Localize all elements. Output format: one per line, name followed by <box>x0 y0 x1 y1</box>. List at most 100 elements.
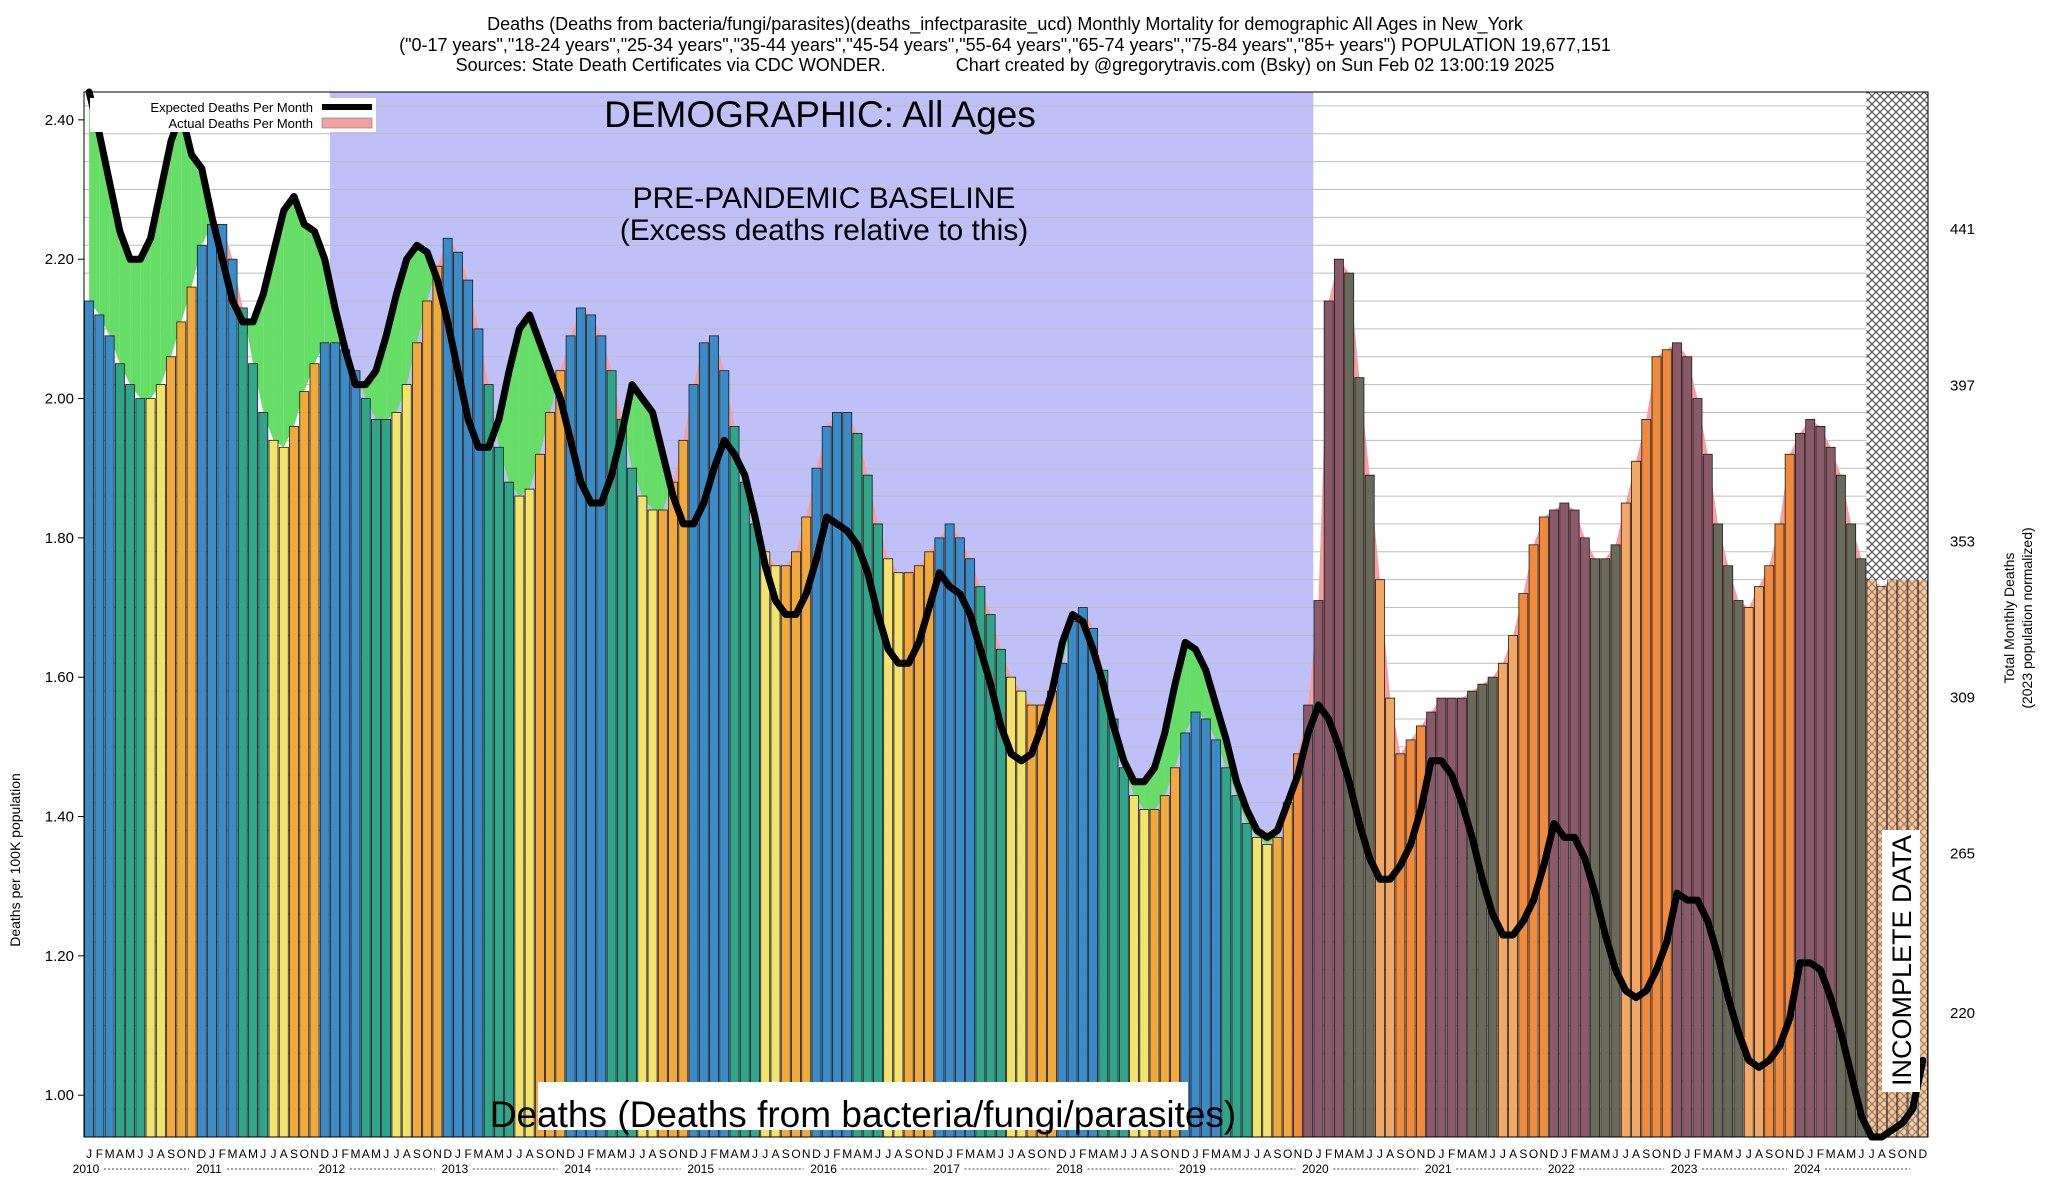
x-month-label: J <box>1807 1147 1813 1161</box>
bar-2014-2 <box>586 314 597 1138</box>
x-month-label: O <box>1160 1147 1169 1161</box>
x-month-label: J <box>1490 1147 1496 1161</box>
bar-2010-2 <box>94 314 105 1138</box>
x-month-label: J <box>1244 1147 1250 1161</box>
bar-2020-7 <box>1375 579 1385 1138</box>
x-month-label: D <box>1796 1147 1805 1161</box>
bar-2017-12 <box>1057 662 1068 1138</box>
x-month-label: F <box>96 1147 103 1161</box>
x-month-label: S <box>1519 1147 1527 1161</box>
bar-2019-6 <box>1241 823 1252 1138</box>
bar-2013-11 <box>555 370 566 1138</box>
bar-2015-8 <box>770 565 781 1138</box>
bar-2022-2 <box>1569 509 1580 1138</box>
x-month-label: N <box>679 1147 688 1161</box>
bar-2024-5 <box>1846 523 1857 1138</box>
x-month-label: S <box>1273 1147 1281 1161</box>
x-month-label: O <box>791 1147 800 1161</box>
x-month-label: M <box>1703 1147 1713 1161</box>
y-tick-label: 1.40 <box>45 809 74 826</box>
x-month-label: J <box>1623 1147 1629 1161</box>
x-month-label: J <box>824 1147 830 1161</box>
x-month-label: A <box>976 1147 984 1161</box>
x-month-label: J <box>762 1147 768 1161</box>
bar-2016-12 <box>934 537 945 1138</box>
bar-2017-3 <box>965 558 976 1138</box>
x-month-label: M <box>986 1147 996 1161</box>
x-month-label: M <box>863 1147 873 1161</box>
bar-2010-10 <box>176 321 187 1138</box>
x-month-label: M <box>125 1147 135 1161</box>
bar-2012-9 <box>412 342 422 1138</box>
bar-2021-11 <box>1538 516 1549 1138</box>
incomplete-hatch-area <box>1866 92 1928 580</box>
bar-2011-9 <box>289 425 299 1138</box>
x-year-label: 2012 <box>319 1162 346 1176</box>
x-month-label: F <box>464 1147 471 1161</box>
x-month-label: M <box>105 1147 115 1161</box>
bar-2021-4 <box>1467 690 1478 1138</box>
x-month-label: D <box>1181 1147 1190 1161</box>
x-month-label: J <box>506 1147 512 1161</box>
deficit-area <box>263 252 274 441</box>
bar-2016-11 <box>924 551 935 1138</box>
bar-2018-4 <box>1098 669 1109 1138</box>
x-month-label: F <box>219 1147 226 1161</box>
bar-2015-3 <box>719 370 730 1138</box>
x-month-label: A <box>1140 1147 1148 1161</box>
bar-2012-3 <box>350 370 361 1138</box>
chart-title-line-2: ("0-17 years","18-24 years","25-34 years… <box>399 35 1611 55</box>
bar-2013-4 <box>483 384 494 1138</box>
x-month-label: D <box>566 1147 575 1161</box>
x-month-label: S <box>1765 1147 1773 1161</box>
bar-2014-10 <box>668 481 678 1138</box>
legend-swatch-actual <box>321 117 373 129</box>
bar-2015-7 <box>760 551 771 1138</box>
bar-2021-3 <box>1456 697 1467 1138</box>
x-month-label: O <box>300 1147 309 1161</box>
x-month-label: A <box>1632 1147 1640 1161</box>
x-month-label: M <box>248 1147 258 1161</box>
x-year-label: 2018 <box>1056 1162 1083 1176</box>
x-month-label: J <box>875 1147 881 1161</box>
bar-2010-5 <box>125 384 136 1138</box>
bar-2015-6 <box>750 523 760 1138</box>
incomplete-label: INCOMPLETE DATA <box>1887 835 1917 1086</box>
bar-2010-1 <box>84 300 95 1138</box>
bar-2015-10 <box>791 551 801 1138</box>
bar-2017-11 <box>1047 690 1058 1138</box>
bar-2014-5 <box>616 419 627 1138</box>
bar-2018-1 <box>1067 621 1078 1138</box>
bar-2019-9 <box>1272 837 1283 1138</box>
bar-2015-5 <box>739 481 750 1138</box>
bar-2010-6 <box>135 398 146 1138</box>
bar-2013-5 <box>493 446 504 1138</box>
bar-2023-6 <box>1733 600 1744 1138</box>
deficit-area <box>89 92 100 315</box>
bar-2013-10 <box>545 412 556 1138</box>
bar-2013-9 <box>534 453 545 1138</box>
footer-label-background <box>538 1082 1188 1130</box>
bar-2021-10 <box>1528 544 1539 1138</box>
x-month-label: M <box>719 1147 729 1161</box>
bar-2021-9 <box>1518 593 1529 1138</box>
y-axis-right-label-line-2: (2023 population normalized) <box>2019 527 2035 708</box>
y-tick-label: 1.60 <box>45 669 74 686</box>
x-month-label: N <box>1539 1147 1548 1161</box>
x-month-label: M <box>617 1147 627 1161</box>
deficit-area <box>519 314 530 497</box>
x-month-label: A <box>1099 1147 1107 1161</box>
x-month-label: O <box>545 1147 554 1161</box>
x-month-label: F <box>342 1147 349 1161</box>
x-month-label: J <box>393 1147 399 1161</box>
x-month-label: J <box>1561 1147 1567 1161</box>
bar-2014-11 <box>678 439 689 1138</box>
x-month-label: J <box>639 1147 645 1161</box>
x-month-label: A <box>1468 1147 1476 1161</box>
bar-2011-5 <box>248 363 258 1138</box>
x-year-label: 2021 <box>1425 1162 1452 1176</box>
x-month-label: S <box>536 1147 544 1161</box>
deficit-area <box>181 112 192 322</box>
x-month-label: A <box>1591 1147 1599 1161</box>
bar-2010-11 <box>186 286 197 1138</box>
